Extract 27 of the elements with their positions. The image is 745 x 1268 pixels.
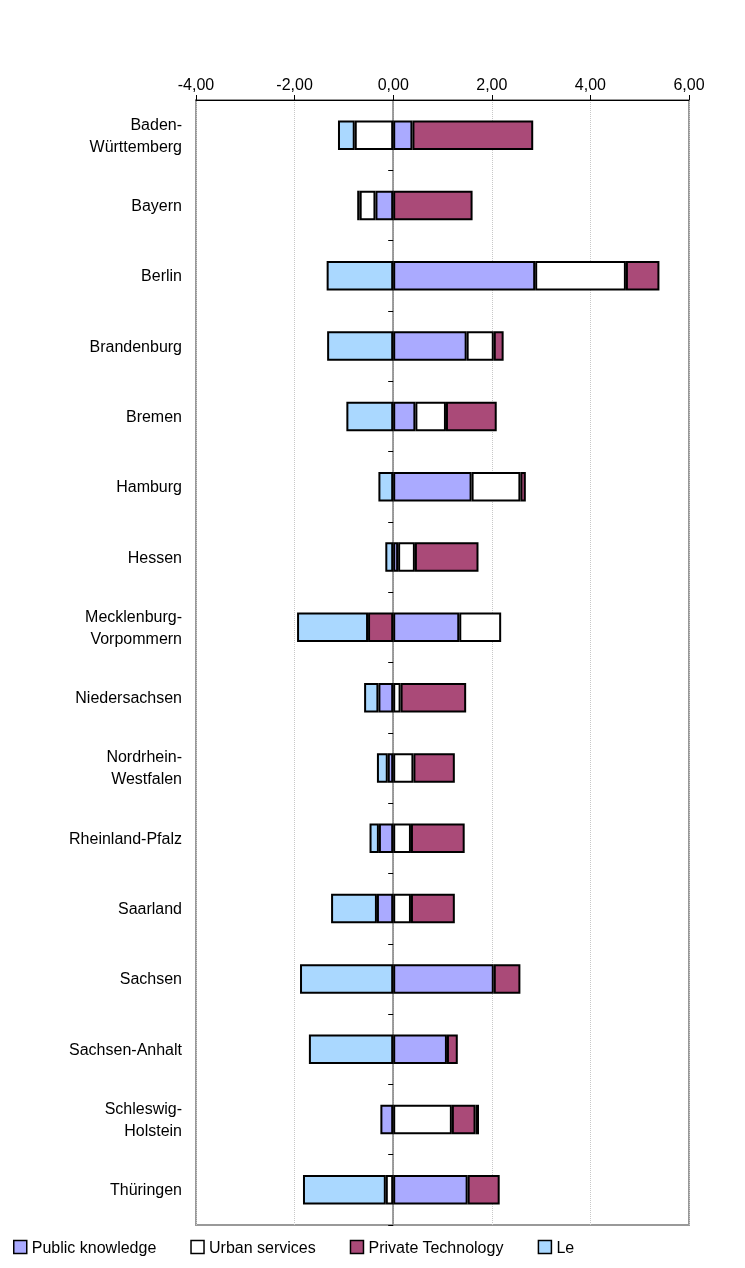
y-tick-label: Mecklenburg-Vorpommern — [85, 607, 182, 647]
y-tick-label: Baden-Württemberg — [89, 115, 182, 155]
x-tick-label: 6,00 — [673, 75, 705, 93]
x-tick-label: -4,00 — [177, 75, 215, 93]
legend-label: Private Technology — [368, 1238, 504, 1256]
y-tick-label: Brandenburg — [89, 337, 182, 355]
legend-label: Urban services — [209, 1238, 316, 1256]
y-tick-label: Nordrhein-Westfalen — [106, 748, 182, 788]
y-tick-label: Sachsen — [119, 970, 182, 988]
y-tick-label: Hessen — [127, 548, 182, 566]
y-tick-label: Thüringen — [109, 1181, 182, 1199]
y-tick-label: Saarland — [117, 900, 182, 918]
y-tick-label: Schleswig-Holstein — [104, 1100, 182, 1140]
x-tick-label: 2,00 — [476, 75, 508, 93]
bar — [385, 542, 394, 572]
y-tick-label: Sachsen-Anhalt — [69, 1040, 183, 1058]
y-tick-label: Bremen — [125, 407, 182, 425]
legend-label: Le — [556, 1238, 575, 1256]
y-tick-label: Bayern — [131, 196, 182, 214]
y-tick-label: Rheinland-Pfalz — [69, 829, 182, 847]
legend-label: Public knowledge — [31, 1238, 157, 1256]
y-tick-label: Hamburg — [116, 478, 182, 496]
x-tick-label: 4,00 — [574, 75, 607, 93]
x-tick-label: 0,00 — [377, 75, 409, 93]
y-tick-label: Berlin — [141, 267, 182, 285]
y-tick-label: Niedersachsen — [75, 689, 182, 707]
x-tick-label: -2,00 — [276, 75, 313, 93]
